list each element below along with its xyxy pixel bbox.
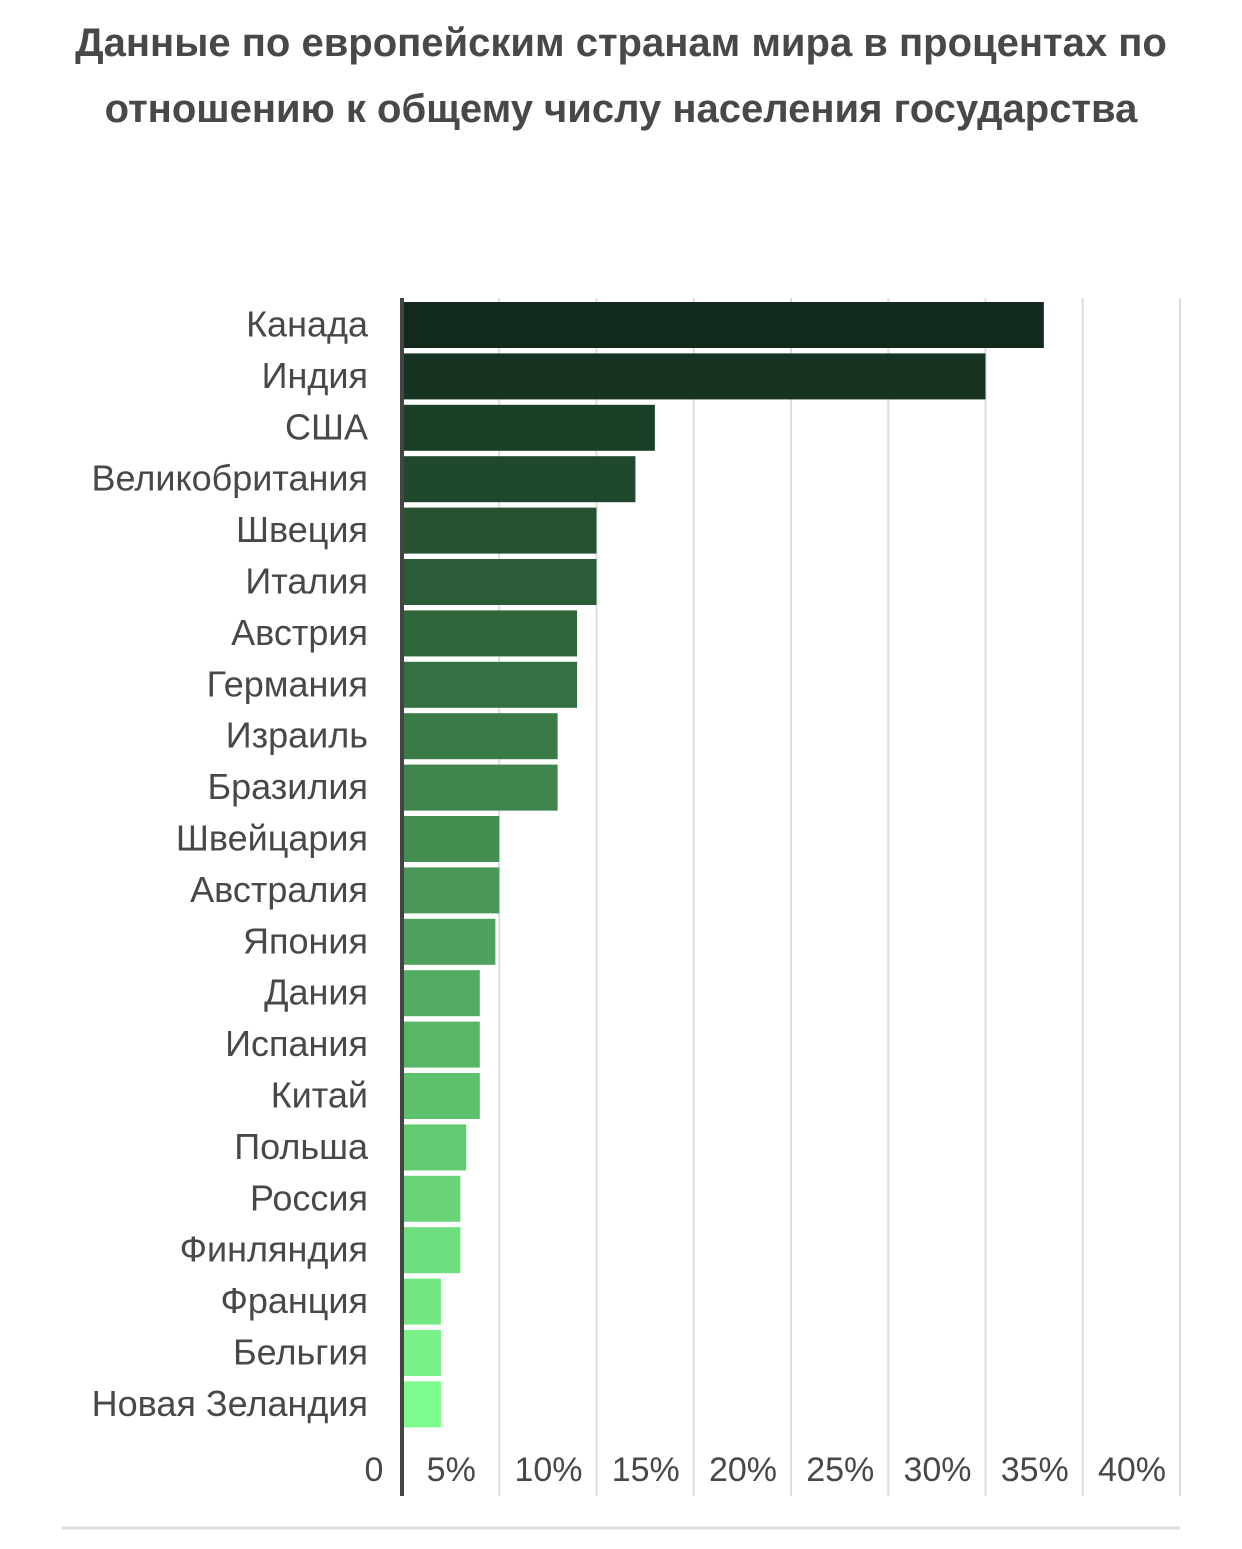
bar	[404, 816, 500, 862]
bar	[404, 507, 597, 554]
y-tick-label: Дания	[264, 972, 368, 1013]
bar	[404, 1073, 480, 1119]
y-tick-label: Канада	[246, 304, 369, 345]
bar	[404, 610, 578, 657]
y-tick-label: Швейцария	[176, 818, 368, 859]
y-tick-label: Франция	[220, 1280, 368, 1321]
y-tick-label: Китай	[271, 1075, 368, 1116]
y-tick-label: США	[285, 406, 368, 447]
x-tick-label: 0	[365, 1451, 384, 1489]
y-tick-label: Италия	[245, 561, 368, 602]
bar	[404, 970, 480, 1017]
y-tick-label: Израиль	[226, 715, 368, 756]
bar	[404, 353, 986, 400]
y-tick-label: Финляндия	[180, 1229, 368, 1270]
x-tick-label: 15%	[612, 1451, 680, 1489]
bar	[404, 1021, 480, 1068]
bar	[404, 661, 578, 708]
y-tick-label: Германия	[207, 663, 368, 704]
bar	[404, 1227, 461, 1274]
x-tick-label: 10%	[514, 1451, 582, 1489]
bar	[404, 918, 496, 965]
y-tick-label: Бельгия	[233, 1332, 368, 1373]
y-tick-label: Бразилия	[208, 766, 369, 807]
x-tick-label: 5%	[427, 1451, 476, 1489]
bar	[404, 302, 1044, 348]
bar	[404, 713, 558, 760]
x-tick-label: 40%	[1098, 1451, 1166, 1489]
bar	[404, 867, 500, 914]
y-tick-label: Япония	[243, 920, 368, 961]
y-tick-label: Испания	[225, 1023, 368, 1064]
chart-title: Данные по европейским странам мира в про…	[75, 21, 1167, 131]
bar	[404, 764, 558, 811]
bar	[404, 559, 597, 605]
x-tick-label: 25%	[806, 1451, 874, 1489]
y-tick-label: Индия	[262, 355, 368, 396]
bar	[404, 1381, 441, 1428]
y-tick-label: Швеция	[236, 509, 368, 550]
y-tick-label: Польша	[234, 1126, 369, 1167]
y-tick-label: Австрия	[231, 612, 368, 653]
y-tick-label: Австралия	[190, 869, 368, 910]
x-tick-label: 30%	[903, 1451, 971, 1489]
y-tick-label: Россия	[250, 1177, 368, 1218]
x-tick-label: 20%	[709, 1451, 777, 1489]
bar	[404, 1330, 441, 1376]
bar	[404, 1175, 461, 1222]
bar	[404, 456, 636, 503]
bar	[404, 404, 655, 451]
bar	[404, 1278, 441, 1325]
y-tick-label: Новая Зеландия	[92, 1383, 368, 1424]
y-tick-label: Великобритания	[92, 458, 368, 499]
bar	[404, 1124, 467, 1171]
x-tick-label: 35%	[1001, 1451, 1069, 1489]
